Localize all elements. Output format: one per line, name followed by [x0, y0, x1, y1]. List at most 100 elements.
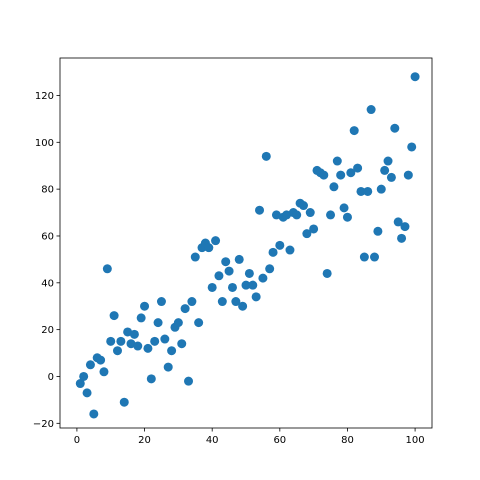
- y-tick-label: 20: [41, 325, 54, 336]
- data-point: [119, 397, 129, 407]
- data-point: [390, 123, 400, 133]
- data-point: [146, 374, 156, 384]
- data-point: [85, 360, 95, 370]
- data-point: [217, 297, 227, 307]
- y-tick-label: 40: [41, 278, 54, 289]
- data-point: [96, 355, 106, 365]
- y-tick-label: 120: [35, 91, 54, 102]
- data-point: [322, 268, 332, 278]
- data-point: [99, 367, 109, 377]
- data-point: [275, 240, 285, 250]
- data-point: [153, 318, 163, 328]
- data-point: [380, 165, 390, 175]
- data-point: [82, 388, 92, 398]
- data-point: [160, 334, 170, 344]
- data-point: [227, 282, 237, 292]
- data-point: [386, 172, 396, 182]
- data-point: [204, 243, 214, 253]
- data-point: [342, 212, 352, 222]
- data-point: [261, 151, 271, 161]
- data-point: [298, 201, 308, 211]
- plot-frame: [59, 57, 433, 429]
- x-tick-label: 100: [406, 435, 425, 446]
- data-point: [106, 336, 116, 346]
- y-tick-label: 60: [41, 231, 54, 242]
- data-point: [143, 343, 153, 353]
- y-tick-label: −20: [33, 419, 54, 430]
- data-point: [167, 346, 177, 356]
- data-point: [180, 304, 190, 314]
- data-point: [376, 184, 386, 194]
- data-point: [112, 346, 122, 356]
- data-point: [163, 362, 173, 372]
- data-point: [123, 327, 133, 337]
- data-point: [383, 156, 393, 166]
- data-point: [326, 210, 336, 220]
- data-point: [353, 163, 363, 173]
- data-point: [309, 224, 319, 234]
- data-point: [265, 264, 275, 274]
- data-point: [231, 297, 241, 307]
- x-tick-label: 40: [206, 435, 219, 446]
- data-point: [258, 273, 268, 283]
- y-tick-label: 80: [41, 185, 54, 196]
- data-point: [332, 156, 342, 166]
- data-point: [184, 376, 194, 386]
- data-point: [305, 208, 315, 218]
- data-point: [349, 126, 359, 136]
- data-point: [271, 210, 281, 220]
- data-point: [282, 210, 292, 220]
- data-point: [129, 329, 139, 339]
- data-point: [102, 264, 112, 274]
- data-point: [126, 339, 136, 349]
- data-point: [292, 210, 302, 220]
- y-tick-label: 0: [48, 372, 54, 383]
- data-point: [403, 170, 413, 180]
- data-point: [211, 236, 221, 246]
- y-tick-label: 100: [35, 138, 54, 149]
- data-point: [241, 280, 251, 290]
- data-point: [109, 311, 119, 321]
- ticks-layer: 0 20 40 60 80 100 −20 0 20 40 60 80 100 120: [33, 91, 425, 446]
- data-point: [319, 170, 329, 180]
- data-point: [373, 226, 383, 236]
- data-point: [224, 266, 234, 276]
- data-point: [79, 371, 89, 381]
- data-point: [410, 72, 420, 82]
- data-point: [393, 217, 403, 227]
- data-point: [133, 341, 143, 351]
- data-point: [177, 339, 187, 349]
- data-point: [285, 245, 295, 255]
- data-point: [366, 105, 376, 115]
- data-point: [214, 271, 224, 281]
- data-point: [268, 247, 278, 257]
- data-point: [187, 297, 197, 307]
- data-point: [359, 252, 369, 262]
- data-point: [400, 222, 410, 232]
- data-point: [75, 379, 85, 389]
- data-point: [339, 203, 349, 213]
- data-point: [356, 186, 366, 196]
- data-point: [136, 313, 146, 323]
- x-tick-label: 60: [273, 435, 286, 446]
- x-tick-label: 20: [138, 435, 151, 446]
- data-point: [207, 282, 217, 292]
- data-point: [397, 233, 407, 243]
- data-point: [190, 252, 200, 262]
- data-point: [370, 252, 380, 262]
- data-point: [221, 257, 231, 267]
- data-point: [89, 409, 99, 419]
- data-point: [302, 229, 312, 239]
- data-point: [363, 186, 373, 196]
- data-point: [255, 205, 265, 215]
- x-tick-label: 80: [341, 435, 354, 446]
- data-point: [251, 292, 261, 302]
- data-point: [150, 336, 160, 346]
- data-point: [173, 318, 183, 328]
- data-point: [248, 280, 258, 290]
- data-point: [407, 142, 417, 152]
- data-point: [156, 297, 166, 307]
- data-point: [329, 182, 339, 192]
- x-tick-label: 0: [74, 435, 80, 446]
